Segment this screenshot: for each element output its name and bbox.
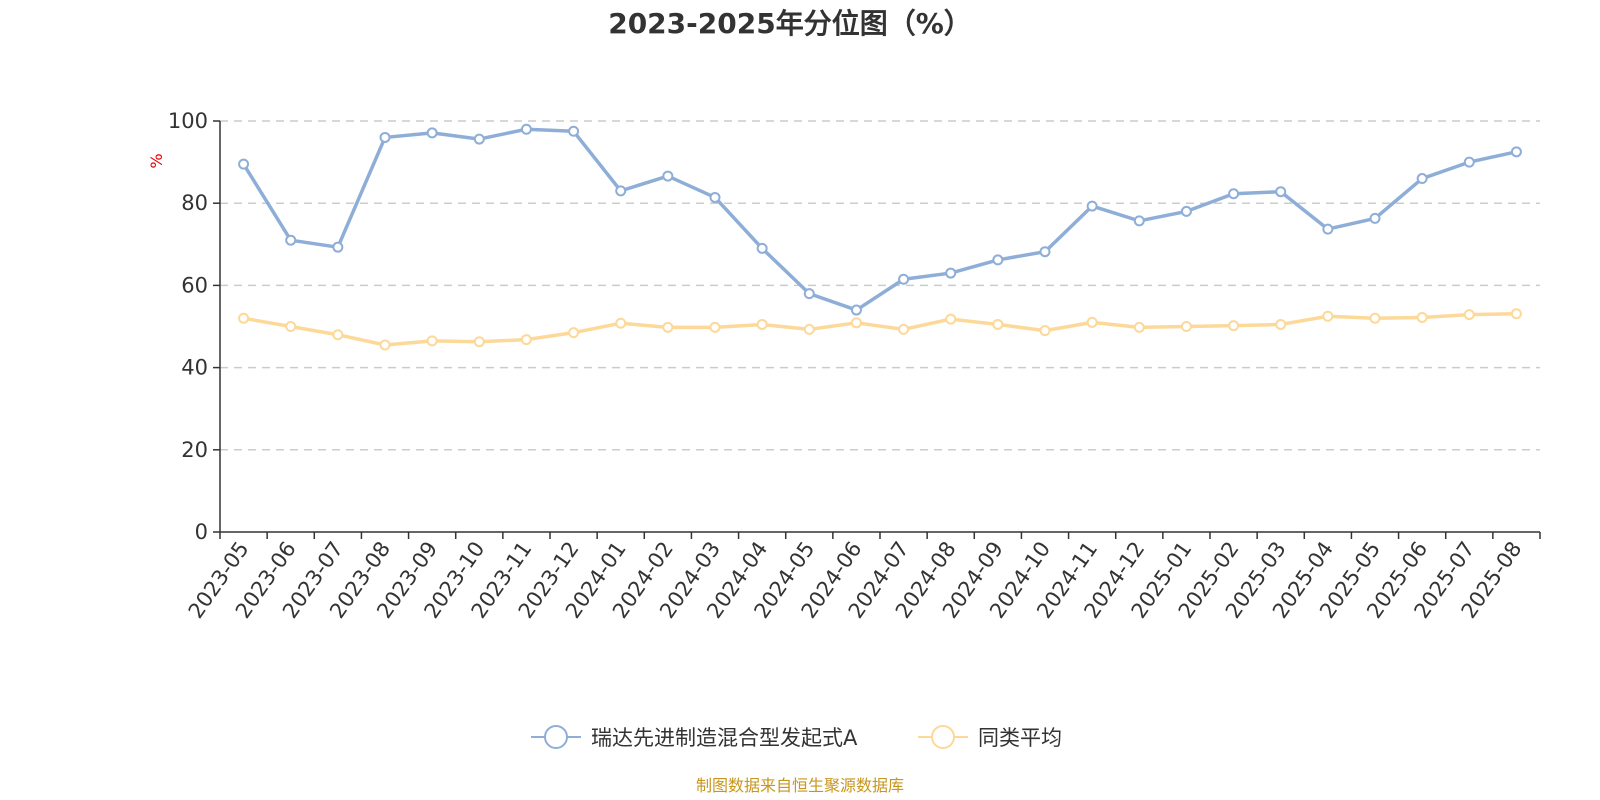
legend: 瑞达先进制造混合型发起式A 同类平均 xyxy=(531,725,1062,750)
data-point xyxy=(709,321,721,333)
data-point xyxy=(1416,173,1428,185)
data-point xyxy=(1510,308,1522,320)
data-point xyxy=(850,304,862,316)
data-point xyxy=(1322,223,1334,235)
y-tick-label: 20 xyxy=(181,438,208,462)
data-point xyxy=(756,318,768,330)
data-point xyxy=(1039,246,1051,258)
series-line xyxy=(242,127,1517,312)
data-point xyxy=(945,267,957,279)
data-point xyxy=(615,185,627,197)
data-point xyxy=(426,335,438,347)
data-point xyxy=(1086,316,1098,328)
data-point xyxy=(803,323,815,335)
data-point xyxy=(1228,188,1240,200)
data-point xyxy=(285,321,297,332)
data-point xyxy=(1369,312,1381,324)
legend-label: 瑞达先进制造混合型发起式A xyxy=(591,726,858,750)
data-point xyxy=(1416,311,1428,323)
data-point xyxy=(1322,310,1334,322)
data-point xyxy=(803,288,815,300)
data-point xyxy=(662,321,674,333)
data-point xyxy=(332,241,344,253)
data-point xyxy=(1180,205,1192,217)
y-tick-label: 40 xyxy=(181,356,208,380)
data-point xyxy=(1086,200,1098,212)
data-point xyxy=(1275,186,1287,198)
data-point xyxy=(473,336,485,348)
data-point xyxy=(1369,212,1381,224)
data-point xyxy=(238,312,250,324)
data-point xyxy=(898,323,910,335)
data-point xyxy=(1510,146,1522,158)
data-point xyxy=(1133,321,1145,333)
data-point xyxy=(426,127,438,139)
data-point xyxy=(945,313,957,325)
series-lines xyxy=(238,123,1522,351)
chart-title: 2023-2025年分位图（%） xyxy=(608,7,972,40)
data-point xyxy=(898,273,910,285)
y-tick-label: 60 xyxy=(181,273,208,297)
data-point xyxy=(756,242,768,254)
data-point xyxy=(520,123,532,135)
legend-label: 同类平均 xyxy=(978,726,1062,750)
data-point xyxy=(709,191,721,203)
data-point xyxy=(473,133,485,145)
data-point xyxy=(1133,215,1145,227)
data-point xyxy=(1228,320,1240,332)
data-point xyxy=(1180,321,1192,332)
data-point xyxy=(568,327,580,339)
data-point xyxy=(379,339,391,351)
data-point xyxy=(379,131,391,143)
data-point xyxy=(1463,309,1475,321)
data-point xyxy=(1039,325,1051,337)
y-tick-label: 80 xyxy=(181,191,208,215)
data-point xyxy=(1463,156,1475,168)
legend-marker xyxy=(931,725,955,749)
data-point xyxy=(332,329,344,341)
y-tick-label: 100 xyxy=(168,109,208,133)
y-axis-unit: % xyxy=(147,153,166,168)
data-point xyxy=(992,254,1004,266)
data-point xyxy=(238,158,250,170)
axes: 0204060801002023-052023-062023-072023-08… xyxy=(168,109,1541,623)
data-point xyxy=(1275,318,1287,330)
legend-marker xyxy=(544,725,568,749)
data-point xyxy=(662,170,674,182)
data-point xyxy=(568,125,580,137)
source-note: 制图数据来自恒生聚源数据库 xyxy=(696,776,904,795)
grid-lines xyxy=(220,120,1540,451)
data-point xyxy=(615,317,627,329)
data-point xyxy=(520,334,532,346)
data-point xyxy=(850,317,862,329)
y-tick-label: 0 xyxy=(195,520,208,544)
series-line xyxy=(243,312,1517,347)
data-point xyxy=(285,234,297,246)
data-point xyxy=(992,318,1004,330)
